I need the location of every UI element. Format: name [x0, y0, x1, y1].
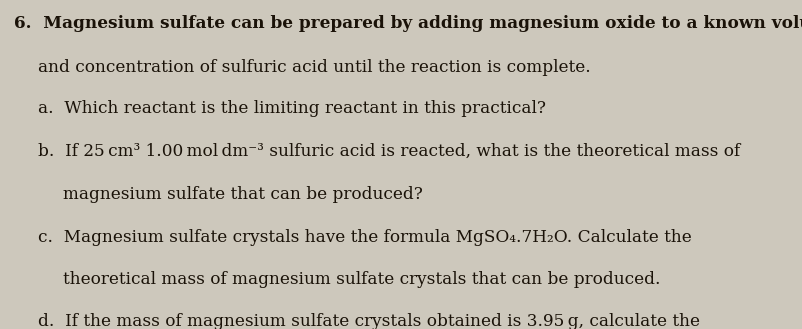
Text: 6.  Magnesium sulfate can be prepared by adding magnesium oxide to a known volum: 6. Magnesium sulfate can be prepared by …: [14, 15, 802, 32]
Text: c.  Magnesium sulfate crystals have the formula MgSO₄.7H₂O. Calculate the: c. Magnesium sulfate crystals have the f…: [38, 229, 691, 246]
Text: a.  Which reactant is the limiting reactant in this practical?: a. Which reactant is the limiting reacta…: [38, 100, 545, 117]
Text: b.  If 25 cm³ 1.00 mol dm⁻³ sulfuric acid is reacted, what is the theoretical ma: b. If 25 cm³ 1.00 mol dm⁻³ sulfuric acid…: [38, 143, 739, 160]
Text: magnesium sulfate that can be produced?: magnesium sulfate that can be produced?: [63, 186, 422, 203]
Text: and concentration of sulfuric acid until the reaction is complete.: and concentration of sulfuric acid until…: [38, 59, 589, 76]
Text: d.  If the mass of magnesium sulfate crystals obtained is 3.95 g, calculate the: d. If the mass of magnesium sulfate crys…: [38, 313, 699, 329]
Text: theoretical mass of magnesium sulfate crystals that can be produced.: theoretical mass of magnesium sulfate cr…: [63, 271, 659, 289]
